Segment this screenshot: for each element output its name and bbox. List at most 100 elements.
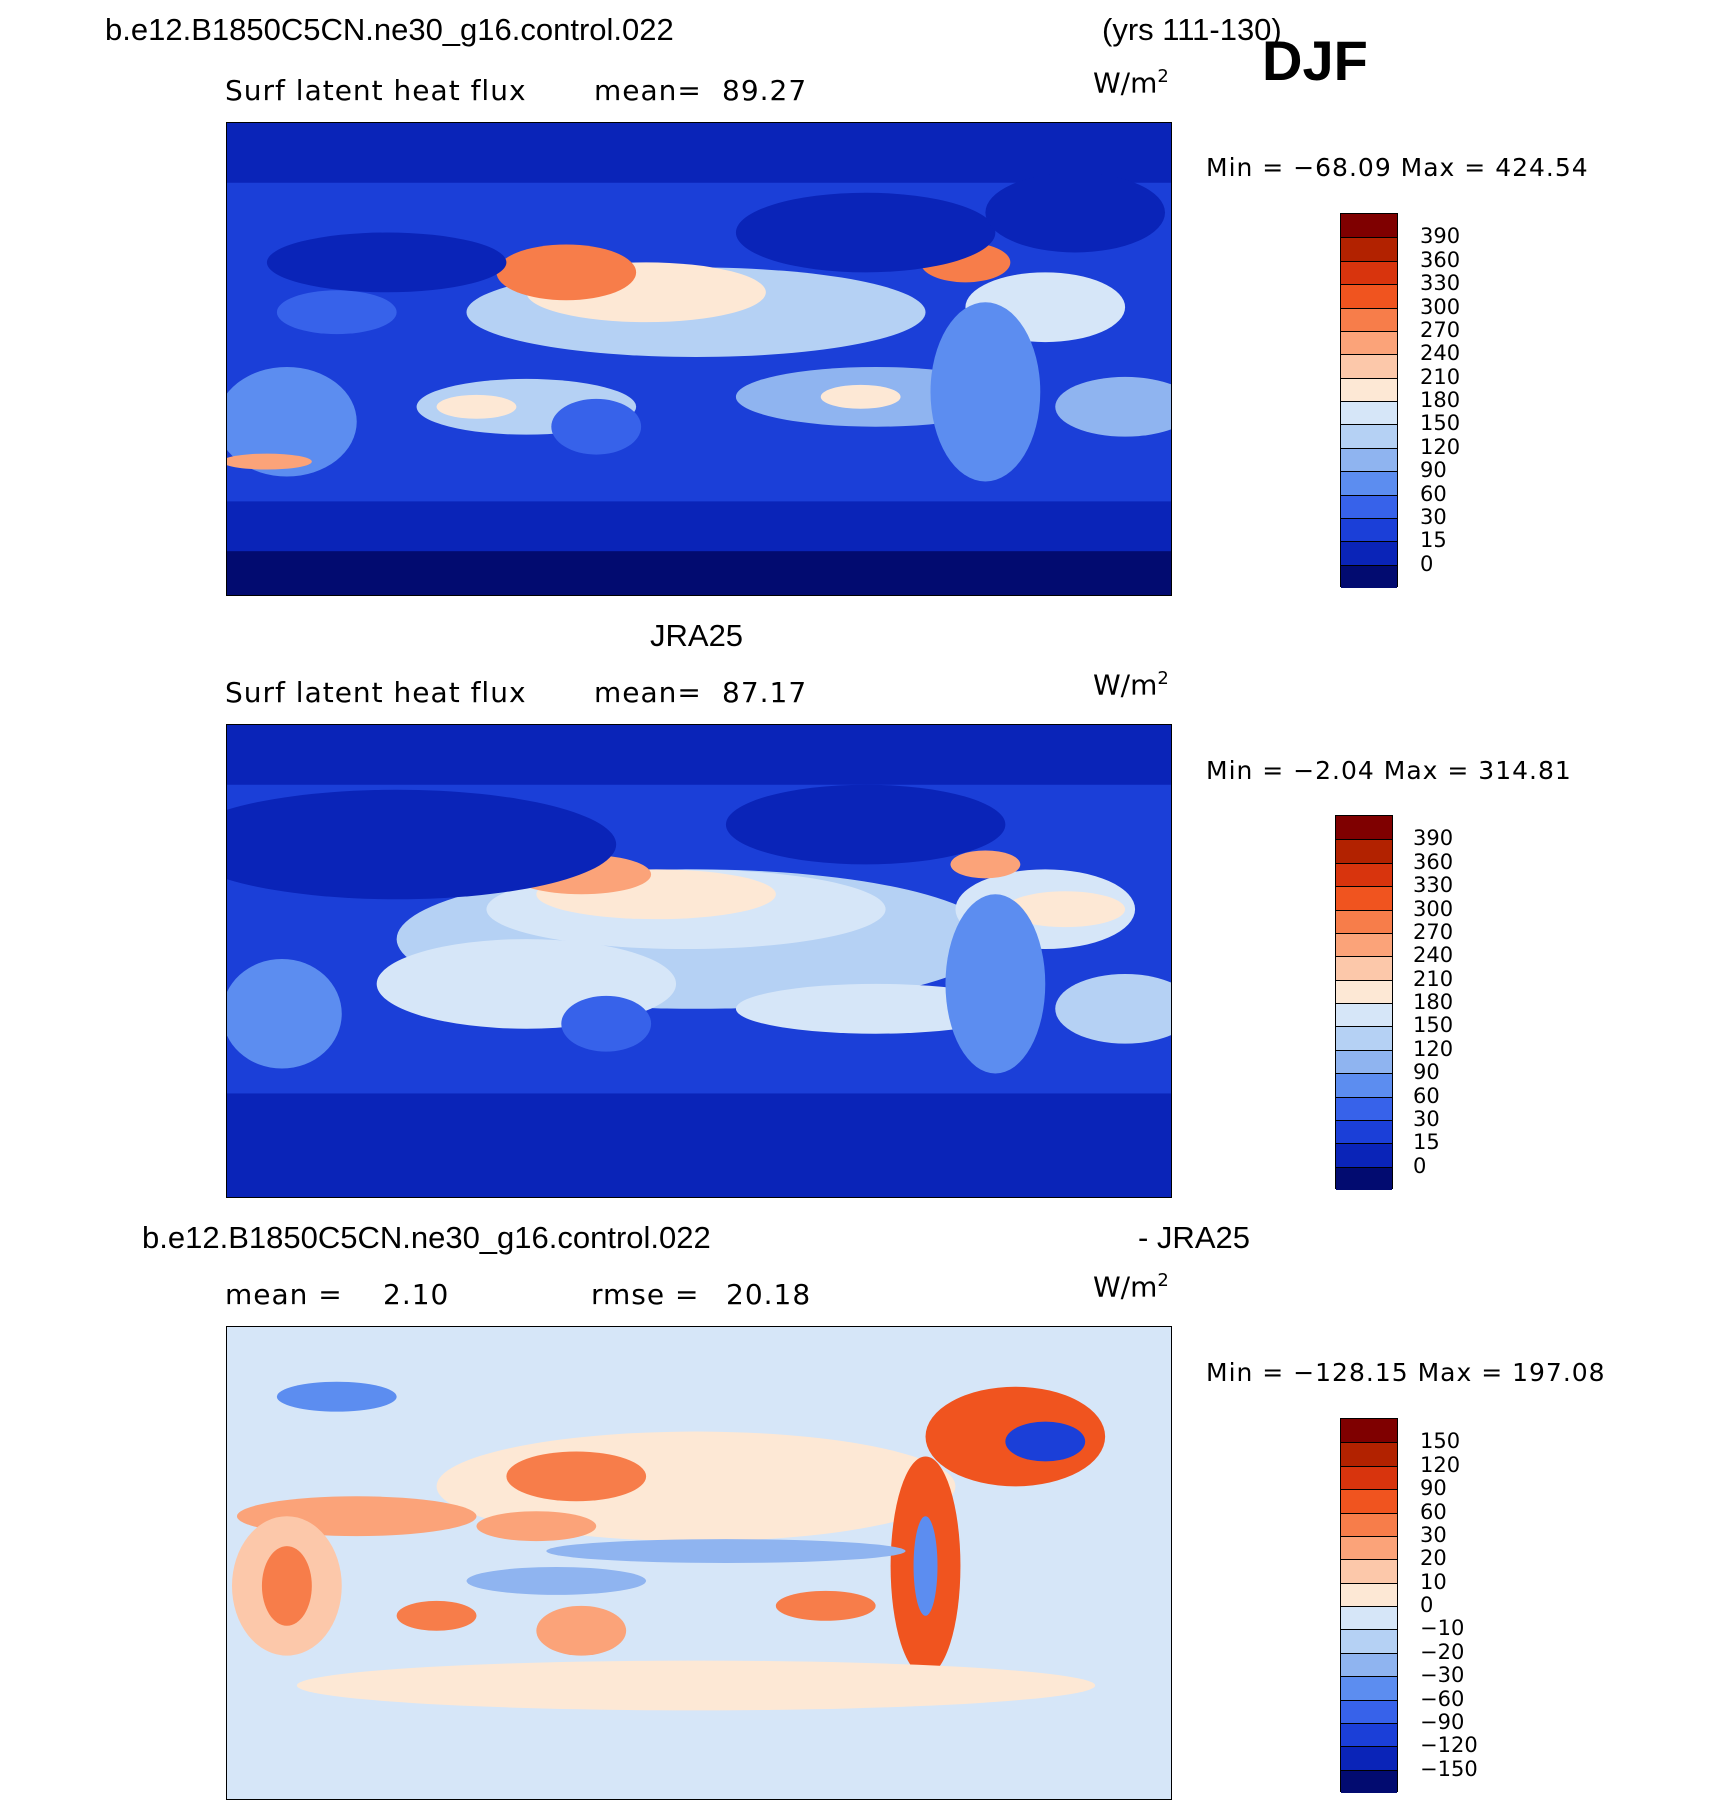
colorbar-swatch bbox=[1336, 1026, 1392, 1050]
colorbar-tick-label: 0 bbox=[1413, 1153, 1427, 1178]
colorbar-swatch bbox=[1341, 1746, 1397, 1770]
colorbar-tick-label: 30 bbox=[1413, 1106, 1440, 1131]
colorbar-tick-label: −150 bbox=[1420, 1756, 1478, 1781]
panel1-min-max: Min = −68.09 Max = 424.54 bbox=[1206, 153, 1589, 182]
colorbar-tick-label: 360 bbox=[1413, 849, 1454, 874]
colorbar-tick-label: 150 bbox=[1420, 1429, 1461, 1454]
colorbar-tick-label: 120 bbox=[1413, 1036, 1454, 1061]
colorbar-swatch bbox=[1336, 1073, 1392, 1097]
colorbar-swatch bbox=[1341, 1442, 1397, 1466]
panel3-heading-right: - JRA25 bbox=[1138, 1220, 1250, 1255]
colorbar-tick-label: 60 bbox=[1413, 1083, 1440, 1108]
colorbar-tick-label: 30 bbox=[1420, 1522, 1447, 1547]
panel1-mean-value: 89.27 bbox=[722, 74, 808, 107]
panel3-mean-label: mean = bbox=[225, 1278, 343, 1311]
colorbar-tick-label: 330 bbox=[1420, 271, 1461, 296]
panel3-min-max: Min = −128.15 Max = 197.08 bbox=[1206, 1358, 1606, 1387]
colorbar-swatch bbox=[1341, 307, 1397, 331]
colorbar-swatch bbox=[1341, 237, 1397, 261]
colorbar-swatch bbox=[1341, 1559, 1397, 1583]
panel3-mean-value: 2.10 bbox=[383, 1278, 450, 1311]
colorbar-swatch bbox=[1341, 1489, 1397, 1513]
colorbar-tick-label: 150 bbox=[1420, 411, 1461, 436]
colorbar-tick-label: 210 bbox=[1413, 966, 1454, 991]
colorbar-swatch bbox=[1341, 1582, 1397, 1606]
colorbar-swatch bbox=[1341, 424, 1397, 448]
colorbar-swatch bbox=[1341, 1512, 1397, 1536]
colorbar-swatch bbox=[1341, 377, 1397, 401]
colorbar-tick-label: −90 bbox=[1420, 1709, 1465, 1734]
colorbar-swatch bbox=[1341, 471, 1397, 495]
colorbar-swatch bbox=[1336, 932, 1392, 957]
colorbar-swatch bbox=[1341, 1629, 1397, 1653]
panel2-mean-value: 87.17 bbox=[722, 676, 808, 709]
colorbar-tick-label: 180 bbox=[1420, 388, 1461, 412]
season-label: DJF bbox=[1262, 29, 1368, 92]
colorbar-tick-label: 15 bbox=[1420, 528, 1447, 553]
colorbar-swatch bbox=[1341, 541, 1397, 565]
panel2-variable-label: Surf latent heat flux bbox=[225, 676, 527, 709]
colorbar-tick-label: 330 bbox=[1413, 873, 1454, 898]
colorbar-swatch bbox=[1336, 1049, 1392, 1074]
panel1-map bbox=[226, 122, 1172, 596]
colorbar-swatch bbox=[1336, 1096, 1392, 1120]
panel3-colorbar bbox=[1340, 1418, 1398, 1793]
colorbar-tick-label: 30 bbox=[1420, 504, 1447, 529]
panel1-colorbar bbox=[1340, 213, 1398, 588]
colorbar-swatch bbox=[1341, 1606, 1397, 1630]
colorbar-swatch bbox=[1336, 839, 1392, 863]
panel2-map bbox=[226, 724, 1172, 1198]
panel1-mean-label: mean= bbox=[594, 74, 702, 107]
colorbar-tick-label: 20 bbox=[1420, 1546, 1447, 1571]
colorbar-swatch bbox=[1336, 1166, 1392, 1190]
colorbar-swatch bbox=[1336, 1003, 1392, 1027]
colorbar-tick-label: 210 bbox=[1420, 364, 1461, 389]
colorbar-tick-label: 0 bbox=[1420, 551, 1434, 576]
colorbar-tick-label: 15 bbox=[1413, 1130, 1440, 1155]
colorbar-tick-label: 270 bbox=[1420, 317, 1461, 342]
colorbar-tick-label: 90 bbox=[1420, 1476, 1447, 1501]
colorbar-tick-label: 390 bbox=[1420, 224, 1461, 249]
panel2-heading: JRA25 bbox=[650, 618, 744, 653]
colorbar-tick-label: −60 bbox=[1420, 1686, 1465, 1711]
colorbar-tick-label: 10 bbox=[1420, 1569, 1447, 1594]
colorbar-swatch bbox=[1341, 1769, 1397, 1793]
colorbar-tick-label: 180 bbox=[1413, 990, 1454, 1014]
colorbar-swatch bbox=[1341, 1465, 1397, 1490]
panel3-map bbox=[226, 1326, 1172, 1800]
panel3-heading-left: b.e12.B1850C5CN.ne30_g16.control.022 bbox=[142, 1220, 711, 1255]
colorbar-swatch bbox=[1341, 1535, 1397, 1560]
colorbar-tick-label: 60 bbox=[1420, 481, 1447, 506]
panel3-rmse-value: 20.18 bbox=[726, 1278, 812, 1311]
panel3-rmse-label: rmse = bbox=[591, 1278, 700, 1311]
colorbar-tick-label: −10 bbox=[1420, 1616, 1465, 1641]
colorbar-swatch bbox=[1336, 1119, 1392, 1144]
colorbar-swatch bbox=[1341, 214, 1397, 238]
colorbar-swatch bbox=[1341, 564, 1397, 588]
colorbar-tick-label: 120 bbox=[1420, 1452, 1461, 1477]
colorbar-tick-label: 300 bbox=[1413, 896, 1454, 921]
colorbar-swatch bbox=[1341, 284, 1397, 308]
colorbar-swatch bbox=[1341, 447, 1397, 472]
colorbar-tick-label: −30 bbox=[1420, 1663, 1465, 1688]
panel2-colorbar bbox=[1335, 815, 1393, 1190]
colorbar-swatch bbox=[1341, 354, 1397, 378]
colorbar-tick-label: 90 bbox=[1420, 458, 1447, 483]
colorbar-tick-label: 60 bbox=[1420, 1499, 1447, 1524]
colorbar-swatch bbox=[1336, 956, 1392, 980]
colorbar-swatch bbox=[1341, 517, 1397, 542]
colorbar-tick-label: 240 bbox=[1413, 943, 1454, 968]
case-title: b.e12.B1850C5CN.ne30_g16.control.022 bbox=[105, 12, 674, 47]
colorbar-swatch bbox=[1341, 260, 1397, 285]
colorbar-swatch bbox=[1341, 330, 1397, 355]
colorbar-swatch bbox=[1336, 1143, 1392, 1167]
colorbar-swatch bbox=[1341, 401, 1397, 425]
panel2-units: W/m2 bbox=[1093, 668, 1169, 702]
years-label: (yrs 111-130) bbox=[1102, 12, 1282, 47]
colorbar-swatch bbox=[1341, 1699, 1397, 1723]
colorbar-swatch bbox=[1336, 979, 1392, 1003]
colorbar-swatch bbox=[1336, 909, 1392, 933]
colorbar-swatch bbox=[1341, 1676, 1397, 1700]
colorbar-tick-label: 270 bbox=[1413, 919, 1454, 944]
panel3-units: W/m2 bbox=[1093, 1270, 1169, 1304]
